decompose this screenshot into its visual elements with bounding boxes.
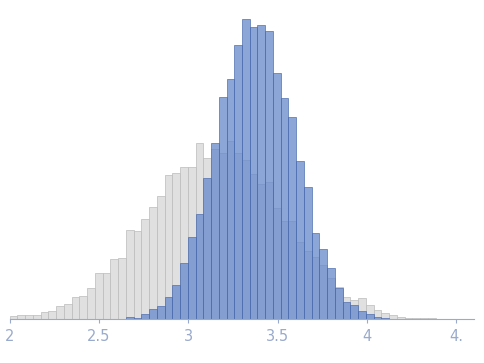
Bar (211, 143, 219, 319)
Bar (257, 25, 265, 319)
Bar (10, 315, 17, 319)
Bar (165, 297, 172, 319)
Bar (203, 158, 211, 319)
Bar (250, 174, 257, 319)
Bar (87, 288, 95, 319)
Bar (405, 318, 412, 319)
Bar (17, 315, 25, 319)
Bar (381, 313, 389, 319)
Bar (219, 97, 227, 319)
Bar (312, 233, 319, 319)
Bar (381, 318, 389, 319)
Bar (358, 311, 366, 319)
Bar (281, 98, 288, 319)
Bar (374, 310, 381, 319)
Bar (48, 311, 56, 319)
Bar (64, 304, 72, 319)
Bar (134, 231, 141, 319)
Bar (180, 167, 188, 319)
Bar (141, 314, 149, 319)
Bar (41, 312, 48, 319)
Bar (211, 150, 219, 319)
Bar (319, 265, 327, 319)
Bar (157, 196, 165, 319)
Bar (126, 231, 134, 319)
Bar (196, 143, 203, 319)
Bar (188, 167, 196, 319)
Bar (281, 221, 288, 319)
Bar (250, 28, 257, 319)
Bar (265, 31, 273, 319)
Bar (227, 79, 234, 319)
Bar (288, 117, 296, 319)
Bar (149, 208, 157, 319)
Bar (420, 318, 428, 319)
Bar (350, 299, 358, 319)
Bar (196, 215, 203, 319)
Bar (343, 302, 350, 319)
Bar (118, 258, 126, 319)
Bar (157, 306, 165, 319)
Bar (257, 184, 265, 319)
Bar (265, 182, 273, 319)
Bar (165, 175, 172, 319)
Bar (188, 237, 196, 319)
Bar (428, 318, 436, 319)
Bar (288, 221, 296, 319)
Bar (234, 45, 242, 319)
Bar (358, 298, 366, 319)
Bar (234, 153, 242, 319)
Bar (335, 286, 343, 319)
Bar (327, 268, 335, 319)
Bar (304, 251, 312, 319)
Bar (319, 249, 327, 319)
Bar (296, 161, 304, 319)
Bar (350, 305, 358, 319)
Bar (273, 208, 281, 319)
Bar (110, 259, 118, 319)
Bar (219, 153, 227, 319)
Bar (304, 187, 312, 319)
Bar (203, 178, 211, 319)
Bar (33, 315, 41, 319)
Bar (335, 288, 343, 319)
Bar (366, 314, 374, 319)
Bar (397, 317, 405, 319)
Bar (72, 297, 79, 319)
Bar (79, 296, 87, 319)
Bar (227, 140, 234, 319)
Bar (273, 73, 281, 319)
Bar (343, 297, 350, 319)
Bar (374, 317, 381, 319)
Bar (366, 305, 374, 319)
Bar (141, 219, 149, 319)
Bar (126, 317, 134, 319)
Bar (56, 306, 64, 319)
Bar (389, 315, 397, 319)
Bar (312, 257, 319, 319)
Bar (149, 309, 157, 319)
Bar (296, 242, 304, 319)
Bar (327, 278, 335, 319)
Bar (134, 318, 141, 319)
Bar (172, 173, 180, 319)
Bar (95, 273, 103, 319)
Bar (242, 160, 250, 319)
Bar (412, 318, 420, 319)
Bar (103, 273, 110, 319)
Bar (180, 262, 188, 319)
Bar (242, 19, 250, 319)
Bar (25, 315, 33, 319)
Bar (172, 285, 180, 319)
